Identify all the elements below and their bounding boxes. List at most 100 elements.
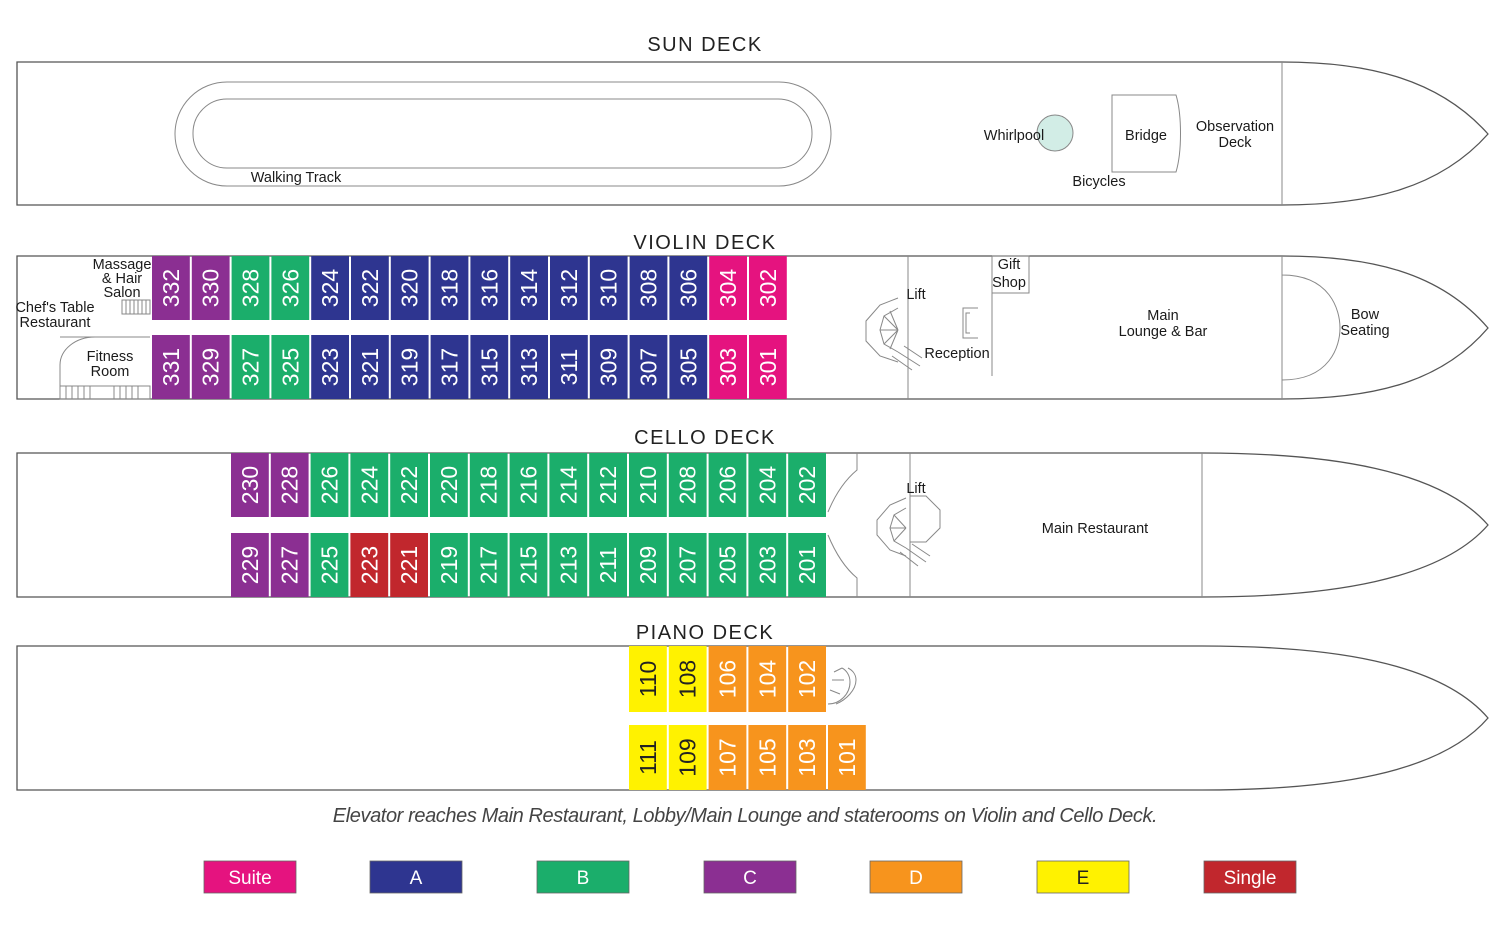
cabin-109[interactable]: [668, 725, 707, 790]
cabin-220[interactable]: [430, 453, 468, 517]
cabin-311[interactable]: [550, 335, 588, 399]
cabin-217[interactable]: [469, 533, 508, 597]
cabin-302[interactable]: [749, 256, 787, 320]
cabin-number: 305: [675, 348, 701, 386]
cabin-107[interactable]: [708, 725, 747, 790]
cabin-230[interactable]: [231, 453, 269, 517]
cabin-202[interactable]: [788, 453, 826, 517]
cabin-320[interactable]: [390, 256, 429, 320]
cabin-309[interactable]: [589, 335, 628, 399]
cabin-203[interactable]: [748, 533, 787, 597]
cabin-327[interactable]: [231, 335, 270, 399]
cabin-204[interactable]: [748, 453, 787, 517]
violin-lift-stair-icon: [865, 297, 923, 371]
cabin-222[interactable]: [390, 453, 428, 517]
cabin-303[interactable]: [709, 335, 747, 399]
cabin-number: 108: [675, 660, 701, 698]
cabin-225[interactable]: [310, 533, 349, 597]
cabin-number: 205: [715, 546, 741, 584]
cabin-229[interactable]: [231, 533, 269, 597]
chefs-table-label-2: Restaurant: [20, 315, 91, 331]
cabin-105[interactable]: [748, 725, 787, 790]
cabin-208[interactable]: [668, 453, 707, 517]
chefs-table-label-1: Chef's Table: [15, 300, 94, 316]
cabin-228[interactable]: [270, 453, 309, 517]
cabin-315[interactable]: [470, 335, 509, 399]
cabin-number: 228: [277, 466, 303, 504]
gift-shop-label-1: Gift: [998, 257, 1021, 273]
cabin-201[interactable]: [788, 533, 826, 597]
cabin-206[interactable]: [708, 453, 747, 517]
cabin-306[interactable]: [669, 256, 708, 320]
cabin-219[interactable]: [430, 533, 468, 597]
cabin-331[interactable]: [152, 335, 190, 399]
gift-shop-label-2: Shop: [992, 275, 1026, 291]
cabin-324[interactable]: [311, 256, 349, 320]
legend-swatch-single: [1203, 860, 1297, 894]
cabin-227[interactable]: [270, 533, 309, 597]
cabin-224[interactable]: [350, 453, 389, 517]
cabin-number: 316: [476, 269, 502, 307]
cabin-332[interactable]: [152, 256, 190, 320]
cabin-318[interactable]: [430, 256, 469, 320]
cabin-317[interactable]: [430, 335, 469, 399]
cabin-211[interactable]: [589, 533, 627, 597]
cabin-104[interactable]: [748, 646, 787, 712]
cabin-330[interactable]: [191, 256, 230, 320]
cabin-321[interactable]: [351, 335, 389, 399]
cabin-number: 208: [675, 466, 701, 504]
cabin-326[interactable]: [271, 256, 310, 320]
cabin-101[interactable]: [828, 725, 866, 790]
violin-deck-title: VIOLIN DECK: [633, 232, 776, 254]
cabin-110[interactable]: [629, 646, 667, 712]
cabin-301[interactable]: [749, 335, 787, 399]
cabin-number: 204: [754, 466, 780, 505]
cabin-216[interactable]: [509, 453, 548, 517]
sun-deck: SUN DECK Walking Track Whirlpool Bridge …: [16, 34, 1489, 206]
salon-label-2: & Hair: [102, 271, 142, 287]
cabin-number: 318: [437, 269, 463, 307]
cabin-329[interactable]: [191, 335, 230, 399]
salon-label-3: Salon: [103, 285, 140, 301]
cabin-205[interactable]: [708, 533, 747, 597]
cabin-210[interactable]: [629, 453, 667, 517]
cabin-221[interactable]: [390, 533, 428, 597]
cabin-number: 306: [675, 269, 701, 307]
cabin-207[interactable]: [668, 533, 707, 597]
cabin-313[interactable]: [510, 335, 548, 399]
main-restaurant-label: Main Restaurant: [1042, 521, 1148, 537]
cabin-209[interactable]: [629, 533, 667, 597]
cabin-316[interactable]: [470, 256, 509, 320]
cabin-223[interactable]: [350, 533, 389, 597]
cabin-213[interactable]: [549, 533, 588, 597]
cabin-111[interactable]: [629, 725, 667, 790]
cabin-number: 109: [675, 738, 701, 776]
cabin-310[interactable]: [589, 256, 628, 320]
cabin-304[interactable]: [709, 256, 747, 320]
cabin-212[interactable]: [589, 453, 627, 517]
cabin-322[interactable]: [351, 256, 389, 320]
cabin-325[interactable]: [271, 335, 310, 399]
cabin-312[interactable]: [550, 256, 588, 320]
cabin-305[interactable]: [669, 335, 708, 399]
cabin-number: 312: [556, 269, 582, 307]
cabin-218[interactable]: [469, 453, 508, 517]
cabin-323[interactable]: [311, 335, 349, 399]
cabin-328[interactable]: [231, 256, 270, 320]
cabin-214[interactable]: [549, 453, 588, 517]
cabin-number: 218: [476, 466, 502, 504]
cabin-108[interactable]: [668, 646, 707, 712]
cabin-number: 331: [158, 348, 184, 386]
cabin-102[interactable]: [788, 646, 826, 712]
cabin-307[interactable]: [629, 335, 668, 399]
cabin-215[interactable]: [509, 533, 548, 597]
cabin-106[interactable]: [708, 646, 747, 712]
cabin-103[interactable]: [788, 725, 826, 790]
cabin-number: 307: [636, 348, 662, 386]
cabin-308[interactable]: [629, 256, 668, 320]
cabin-226[interactable]: [310, 453, 349, 517]
cabin-319[interactable]: [390, 335, 429, 399]
cabin-314[interactable]: [510, 256, 548, 320]
cabin-number: 225: [317, 546, 343, 584]
